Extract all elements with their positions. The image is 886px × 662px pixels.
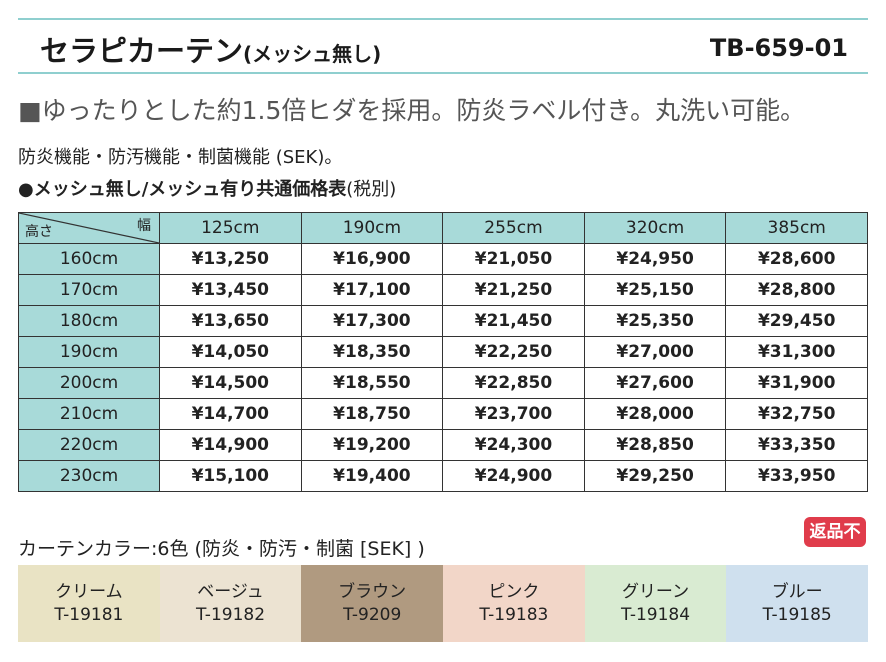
price-cell: ¥29,250	[583, 460, 727, 492]
price-cell: ¥27,000	[583, 336, 727, 368]
price-cell: ¥13,250	[159, 243, 302, 275]
price-cell: ¥28,600	[725, 243, 868, 275]
swatch-code: T-19184	[621, 604, 691, 625]
price-cell: ¥33,950	[725, 460, 868, 492]
swatch-code: T-19183	[479, 604, 549, 625]
price-table-header-row: 幅 高さ 125cm 190cm 255cm 320cm 385cm	[18, 212, 868, 244]
corner-diagonal	[19, 213, 159, 243]
price-cell: ¥14,500	[159, 367, 302, 399]
price-cell: ¥18,550	[300, 367, 444, 399]
price-cell: ¥28,800	[725, 274, 868, 306]
color-swatch-blue: ブルー T-19185	[726, 565, 869, 642]
price-cell: ¥24,900	[442, 460, 585, 492]
price-cell: ¥18,350	[300, 336, 444, 368]
swatch-code: T-9209	[343, 604, 402, 625]
title-subtitle: (メッシュ無し)	[243, 42, 382, 66]
color-swatch-pink: ピンク T-19183	[443, 565, 585, 642]
price-cell: ¥14,700	[159, 398, 302, 430]
no-returns-badge: 返品不可	[804, 517, 866, 572]
swatch-code: T-19181	[54, 604, 124, 625]
price-cell: ¥18,750	[300, 398, 444, 430]
price-table: 幅 高さ 125cm 190cm 255cm 320cm 385cm 160cm…	[18, 212, 868, 492]
curtain-colors-label: カーテンカラー:6色 (防炎・防汚・制菌 [SEK] )	[18, 538, 425, 560]
price-cell: ¥28,000	[583, 398, 727, 430]
price-cell: ¥21,050	[442, 243, 585, 275]
price-cell: ¥17,100	[300, 274, 444, 306]
price-cell: ¥32,750	[725, 398, 868, 430]
column-header: 385cm	[725, 212, 868, 244]
swatch-name: クリーム	[55, 581, 123, 602]
column-header: 255cm	[442, 212, 585, 244]
price-note: (税別)	[346, 179, 397, 200]
price-cell: ¥25,350	[583, 305, 727, 337]
color-swatch-brown: ブラウン T-9209	[301, 565, 444, 642]
table-row: 170cm ¥13,450 ¥17,100 ¥21,250 ¥25,150 ¥2…	[18, 274, 868, 306]
table-row: 200cm ¥14,500 ¥18,550 ¥22,850 ¥27,600 ¥3…	[18, 367, 868, 399]
table-row: 220cm ¥14,900 ¥19,200 ¥24,300 ¥28,850 ¥3…	[18, 429, 868, 461]
price-cell: ¥16,900	[300, 243, 444, 275]
features-text: 防炎機能・防汚機能・制菌機能 (SEK)。	[18, 147, 343, 168]
table-row: 160cm ¥13,250 ¥16,900 ¥21,050 ¥24,950 ¥2…	[18, 243, 868, 275]
price-cell: ¥33,350	[725, 429, 868, 461]
price-cell: ¥24,300	[442, 429, 585, 461]
color-swatch-green: グリーン T-19184	[584, 565, 727, 642]
price-cell: ¥21,250	[442, 274, 585, 306]
table-row: 190cm ¥14,050 ¥18,350 ¥22,250 ¥27,000 ¥3…	[18, 336, 868, 368]
color-swatch-cream: クリーム T-19181	[18, 565, 160, 642]
color-swatch-beige: ベージュ T-19182	[159, 565, 302, 642]
header-top-rule	[18, 18, 868, 20]
price-cell: ¥22,850	[442, 367, 585, 399]
headline: ■ゆったりとした約1.5倍ヒダを採用。防炎ラベル付き。丸洗い可能。	[18, 96, 806, 125]
swatch-name: ピンク	[488, 581, 540, 602]
swatch-name: ベージュ	[197, 581, 264, 602]
price-heading-text: ●メッシュ無し/メッシュ有り共通価格表	[18, 179, 347, 200]
column-header: 125cm	[159, 212, 302, 244]
row-header: 220cm	[18, 429, 160, 461]
header-bottom-rule	[18, 72, 868, 74]
table-row: 210cm ¥14,700 ¥18,750 ¥23,700 ¥28,000 ¥3…	[18, 398, 868, 430]
swatch-code: T-19182	[195, 604, 266, 625]
column-header: 190cm	[300, 212, 444, 244]
corner-width-label: 幅	[137, 218, 151, 234]
price-cell: ¥17,300	[300, 305, 444, 337]
product-code: TB-659-01	[709, 34, 848, 62]
price-cell: ¥25,150	[583, 274, 727, 306]
price-cell: ¥13,450	[159, 274, 302, 306]
price-cell: ¥21,450	[442, 305, 585, 337]
price-cell: ¥14,900	[159, 429, 302, 461]
row-header: 160cm	[18, 243, 160, 275]
row-header: 210cm	[18, 398, 160, 430]
swatch-code: T-19185	[762, 604, 832, 625]
price-cell: ¥23,700	[442, 398, 585, 430]
row-header: 200cm	[18, 367, 160, 399]
row-header: 230cm	[18, 460, 160, 492]
table-row: 180cm ¥13,650 ¥17,300 ¥21,450 ¥25,350 ¥2…	[18, 305, 868, 337]
price-cell: ¥28,850	[583, 429, 727, 461]
swatch-name: グリーン	[621, 581, 690, 602]
price-cell: ¥14,050	[159, 336, 302, 368]
row-header: 190cm	[18, 336, 160, 368]
swatch-name: ブラウン	[338, 581, 407, 602]
column-header: 320cm	[583, 212, 727, 244]
price-cell: ¥13,650	[159, 305, 302, 337]
color-swatches: クリーム T-19181 ベージュ T-19182 ブラウン T-9209 ピン…	[18, 565, 869, 642]
price-cell: ¥19,400	[300, 460, 444, 492]
price-cell: ¥31,900	[725, 367, 868, 399]
swatch-name: ブルー	[771, 581, 823, 602]
row-header: 180cm	[18, 305, 160, 337]
price-cell: ¥31,300	[725, 336, 868, 368]
price-cell: ¥22,250	[442, 336, 585, 368]
table-row: 230cm ¥15,100 ¥19,400 ¥24,900 ¥29,250 ¥3…	[18, 460, 868, 492]
page-title: セラピカーテン(メッシュ無し)	[40, 28, 381, 70]
table-corner-cell: 幅 高さ	[18, 212, 160, 244]
price-cell: ¥29,450	[725, 305, 868, 337]
price-cell: ¥15,100	[159, 460, 302, 492]
price-cell: ¥27,600	[583, 367, 727, 399]
price-cell: ¥19,200	[300, 429, 444, 461]
corner-height-label: 高さ	[25, 224, 53, 240]
title-main: セラピカーテン	[40, 34, 244, 68]
row-header: 170cm	[18, 274, 160, 306]
price-heading: ●メッシュ無し/メッシュ有り共通価格表(税別)	[18, 175, 396, 201]
price-cell: ¥24,950	[583, 243, 727, 275]
